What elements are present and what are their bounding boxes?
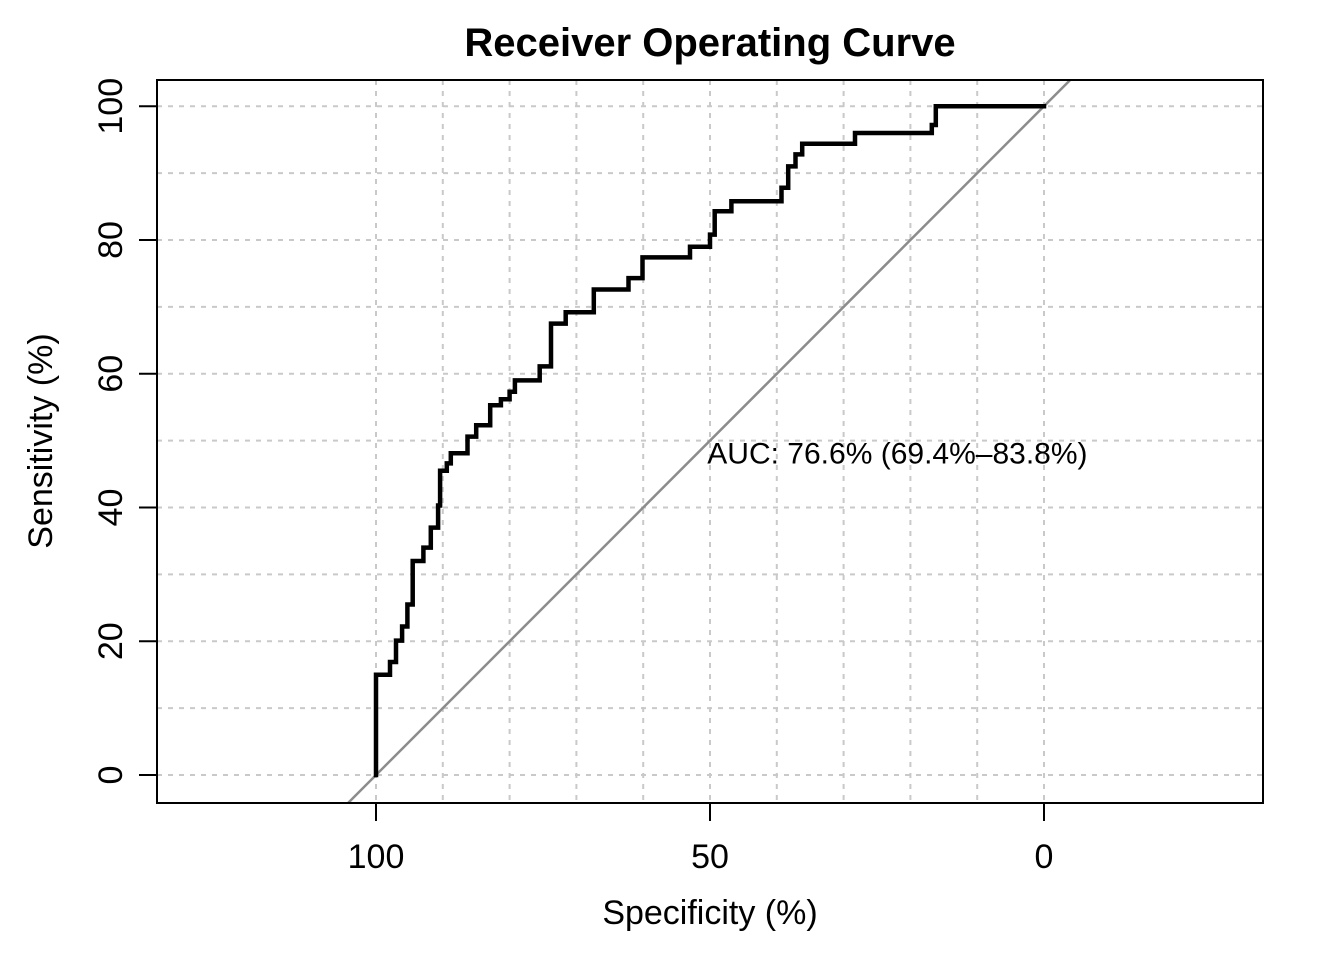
reference-layer <box>347 79 1071 804</box>
y-tick-label: 100 <box>92 78 130 135</box>
diagonal-reference-line <box>347 79 1071 804</box>
y-tick-label: 0 <box>92 766 130 785</box>
x-tick-label: 0 <box>1035 838 1054 876</box>
y-tick-label: 20 <box>92 622 130 660</box>
x-axis-label: Specificity (%) <box>602 894 817 932</box>
y-tick-label: 40 <box>92 489 130 527</box>
auc-annotation: AUC: 76.6% (69.4%–83.8%) <box>707 437 1087 470</box>
x-tick-label: 100 <box>348 838 405 876</box>
series-layer <box>373 104 1047 778</box>
axes-layer: 100 50 0 0 20 40 60 80 100 <box>92 78 1264 876</box>
chart-title: Receiver Operating Curve <box>464 21 955 65</box>
y-tick-label: 60 <box>92 355 130 393</box>
roc-curve-path <box>373 104 1047 778</box>
y-axis-label: Sensitivity (%) <box>22 333 60 548</box>
y-tick-label: 80 <box>92 221 130 259</box>
x-tick-label: 50 <box>691 838 729 876</box>
